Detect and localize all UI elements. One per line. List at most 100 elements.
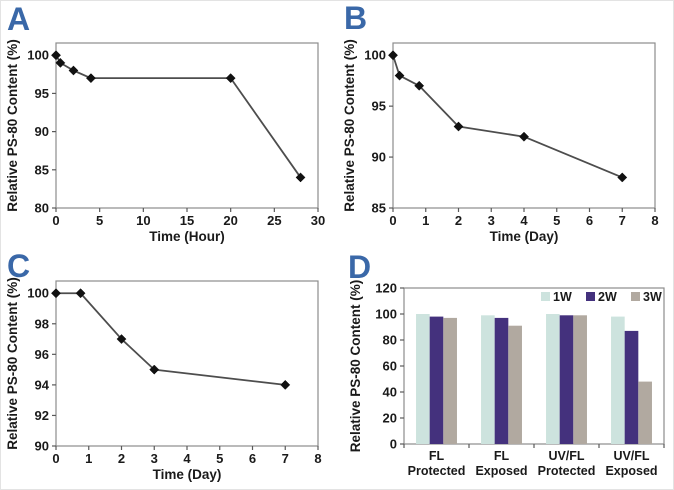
data-point-marker xyxy=(149,364,160,375)
bar-1W-3 xyxy=(611,316,625,444)
y-axis-title: Relative PS-80 Content (%) xyxy=(5,277,20,450)
data-point-marker xyxy=(116,334,127,345)
category-label-line1: UV/FL xyxy=(613,449,649,463)
y-axis-title: Relative PS-80 Content (%) xyxy=(348,280,363,453)
y-tick-label: 95 xyxy=(35,86,49,101)
bar-2W-0 xyxy=(429,316,444,444)
x-tick-label: 0 xyxy=(389,213,396,228)
bar-2W-1 xyxy=(494,317,509,444)
x-tick-label: 6 xyxy=(249,451,256,466)
y-tick-label: 40 xyxy=(383,385,397,400)
data-point-marker xyxy=(394,70,405,81)
bar-3W-2 xyxy=(573,315,587,444)
x-tick-label: 3 xyxy=(151,451,158,466)
y-tick-label: 85 xyxy=(372,201,386,216)
data-point-marker xyxy=(68,65,79,76)
x-axis-title: Time (Hour) xyxy=(149,229,225,244)
y-tick-label: 96 xyxy=(35,347,49,362)
category-label-line2: Exposed xyxy=(475,464,527,478)
y-tick-label: 100 xyxy=(27,286,49,301)
y-tick-label: 90 xyxy=(35,124,49,139)
y-tick-label: 98 xyxy=(35,316,49,331)
x-tick-label: 8 xyxy=(314,451,321,466)
bar-1W-2 xyxy=(546,314,560,444)
x-tick-label: 5 xyxy=(216,451,223,466)
x-tick-label: 4 xyxy=(183,451,191,466)
x-tick-label: 1 xyxy=(422,213,429,228)
x-tick-label: 5 xyxy=(553,213,560,228)
x-tick-label: 4 xyxy=(520,213,528,228)
y-tick-label: 120 xyxy=(375,281,397,296)
y-tick-label: 20 xyxy=(383,411,397,426)
x-tick-label: 8 xyxy=(651,213,658,228)
data-point-marker xyxy=(51,288,61,299)
category-label-line2: Protected xyxy=(408,464,466,478)
y-tick-label: 60 xyxy=(383,359,397,374)
x-tick-label: 25 xyxy=(267,213,281,228)
data-point-marker xyxy=(295,172,306,183)
x-tick-label: 3 xyxy=(488,213,495,228)
legend-swatch-2W xyxy=(586,292,595,301)
bar-3W-1 xyxy=(508,325,522,444)
y-tick-label: 95 xyxy=(372,99,386,114)
data-point-marker xyxy=(85,73,96,84)
chart-b-line-plot: 85 90 95 100 0 1 2 3 4 5 6 7 8 Time (Day) Relative PS-… xyxy=(342,39,659,244)
x-tick-label: 20 xyxy=(223,213,237,228)
data-series-line xyxy=(392,54,623,179)
x-tick-label: 2 xyxy=(118,451,125,466)
legend-label-1W: 1W xyxy=(553,290,572,304)
chart-d-bar-plot: 020406080100120FLProtectedFLExposedUV/FL… xyxy=(348,280,665,478)
data-point-marker xyxy=(453,121,464,132)
y-tick-label: 90 xyxy=(372,150,386,165)
category-label-line2: Protected xyxy=(538,464,596,478)
panel-label-d: D xyxy=(348,249,372,285)
category-label-line1: FL xyxy=(429,449,445,463)
x-tick-label: 0 xyxy=(52,451,59,466)
x-axis-title: Time (Day) xyxy=(490,229,559,244)
y-tick-label: 100 xyxy=(375,307,397,322)
y-tick-label: 0 xyxy=(390,437,397,452)
bar-1W-1 xyxy=(481,315,495,444)
x-tick-label: 7 xyxy=(282,451,289,466)
y-tick-label: 80 xyxy=(383,333,397,348)
bar-2W-3 xyxy=(624,330,639,444)
y-tick-label: 85 xyxy=(35,162,49,177)
y-tick-label: 100 xyxy=(27,48,49,63)
bar-3W-0 xyxy=(443,317,457,444)
chart-c-line-plot: 90 92 94 96 98 100 0 1 2 3 4 5 6 7 8 Time (Day) Relative… xyxy=(5,277,322,482)
panel-b: B 85 90 95 100 0 1 2 3 4 5 6 7 8 Time (Day) Relative P… xyxy=(338,0,673,246)
bar-1W-0 xyxy=(416,314,430,444)
category-label-line1: UV/FL xyxy=(548,449,584,463)
data-point-marker xyxy=(388,50,398,61)
panel-label-a: A xyxy=(7,1,31,37)
legend-label-3W: 3W xyxy=(643,290,662,304)
legend-swatch-3W xyxy=(631,292,640,301)
x-tick-label: 5 xyxy=(96,213,103,228)
plot-border xyxy=(392,42,656,209)
data-series-line xyxy=(56,292,286,386)
data-point-marker xyxy=(51,50,61,61)
y-tick-label: 94 xyxy=(35,377,50,392)
x-tick-label: 7 xyxy=(619,213,626,228)
data-point-marker xyxy=(414,80,425,91)
x-tick-label: 1 xyxy=(85,451,92,466)
y-tick-label: 100 xyxy=(364,48,386,63)
plot-border xyxy=(55,280,319,447)
data-point-marker xyxy=(225,73,236,84)
legend-label-2W: 2W xyxy=(598,290,617,304)
data-point-marker xyxy=(519,131,529,142)
x-tick-label: 6 xyxy=(586,213,593,228)
panel-label-b: B xyxy=(344,0,368,36)
panel-a: A 80 85 90 95 100 0 5 10 15 20 25 30 Time (Hour) Rela… xyxy=(1,1,338,246)
bar-3W-3 xyxy=(638,381,652,444)
data-series-line xyxy=(55,54,302,178)
panel-c: C 90 92 94 96 98 100 0 1 2 3 4 5 6 7 8 Time (Day) Relati… xyxy=(1,246,338,489)
category-label-line2: Exposed xyxy=(605,464,657,478)
plot-border xyxy=(55,42,319,209)
category-label-line1: FL xyxy=(494,449,510,463)
x-tick-label: 30 xyxy=(311,213,325,228)
y-tick-label: 80 xyxy=(35,201,49,216)
panel-d: D 0 20 40 60 80 100 120 FL Protected FL Exposed UV/… xyxy=(338,246,673,489)
data-point-marker xyxy=(55,57,66,68)
